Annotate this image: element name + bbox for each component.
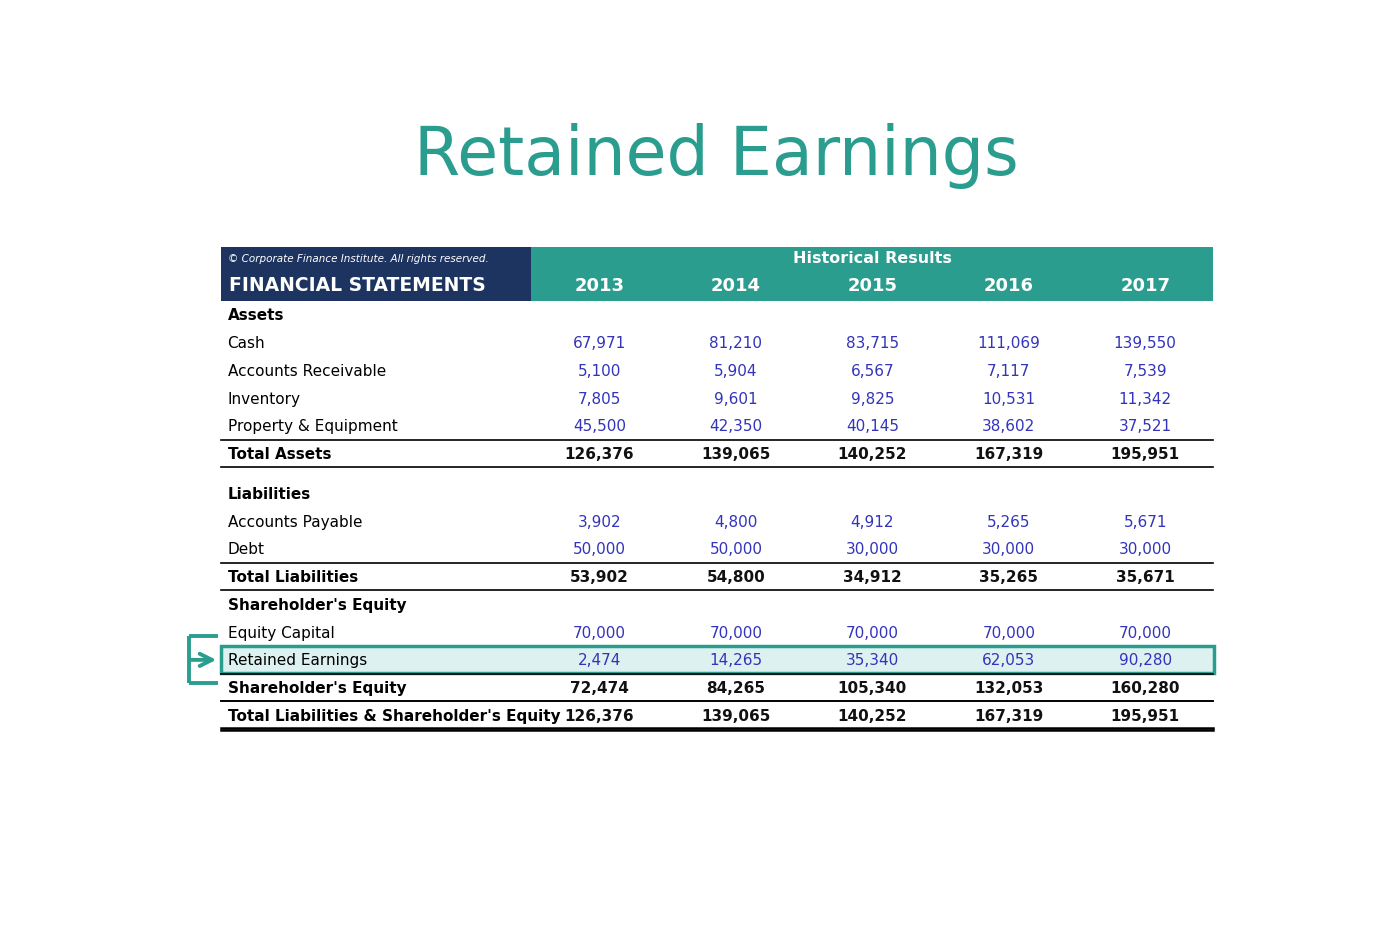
Text: 2016: 2016 — [983, 277, 1034, 295]
Text: 111,069: 111,069 — [978, 336, 1041, 351]
Text: 5,671: 5,671 — [1123, 514, 1167, 530]
Text: Cash: Cash — [228, 336, 266, 351]
Text: Total Assets: Total Assets — [228, 447, 332, 462]
Text: 3,902: 3,902 — [578, 514, 621, 530]
Text: 54,800: 54,800 — [706, 569, 765, 584]
Text: 5,100: 5,100 — [578, 363, 621, 379]
Bar — [221, 248, 532, 269]
Text: Historical Results: Historical Results — [793, 251, 951, 266]
Text: 9,601: 9,601 — [713, 391, 758, 406]
Text: 160,280: 160,280 — [1111, 681, 1179, 696]
Text: FINANCIAL STATEMENTS: FINANCIAL STATEMENTS — [229, 276, 485, 295]
Text: 50,000: 50,000 — [709, 542, 762, 557]
Text: 10,531: 10,531 — [982, 391, 1035, 406]
Bar — [532, 269, 1213, 302]
Text: 195,951: 195,951 — [1111, 447, 1179, 462]
Text: 11,342: 11,342 — [1119, 391, 1172, 406]
Text: 140,252: 140,252 — [838, 447, 907, 462]
Text: 14,265: 14,265 — [709, 652, 762, 667]
Text: Retained Earnings: Retained Earnings — [414, 123, 1018, 189]
Text: 83,715: 83,715 — [846, 336, 900, 351]
Text: 132,053: 132,053 — [974, 681, 1044, 696]
Text: 70,000: 70,000 — [846, 625, 900, 640]
Text: 35,340: 35,340 — [846, 652, 900, 667]
Text: 7,539: 7,539 — [1123, 363, 1167, 379]
Text: Equity Capital: Equity Capital — [228, 625, 334, 640]
Bar — [532, 248, 1213, 269]
Text: 139,065: 139,065 — [701, 447, 771, 462]
Text: 195,951: 195,951 — [1111, 708, 1179, 723]
Text: 81,210: 81,210 — [709, 336, 762, 351]
Text: 70,000: 70,000 — [574, 625, 627, 640]
Text: 2014: 2014 — [711, 277, 761, 295]
Text: 2017: 2017 — [1121, 277, 1170, 295]
Text: 4,912: 4,912 — [851, 514, 894, 530]
Text: 5,904: 5,904 — [715, 363, 758, 379]
Text: Accounts Payable: Accounts Payable — [228, 514, 362, 530]
Text: Accounts Receivable: Accounts Receivable — [228, 363, 386, 379]
Text: 30,000: 30,000 — [982, 542, 1035, 557]
Text: 70,000: 70,000 — [1119, 625, 1172, 640]
Text: Assets: Assets — [228, 308, 284, 323]
Text: 139,065: 139,065 — [701, 708, 771, 723]
Text: 35,265: 35,265 — [979, 569, 1038, 584]
Text: Debt: Debt — [228, 542, 264, 557]
Text: 30,000: 30,000 — [846, 542, 900, 557]
Text: Shareholder's Equity: Shareholder's Equity — [228, 598, 406, 613]
Text: 167,319: 167,319 — [974, 447, 1044, 462]
Text: 84,265: 84,265 — [706, 681, 765, 696]
Text: 40,145: 40,145 — [846, 419, 900, 434]
Text: 72,474: 72,474 — [571, 681, 630, 696]
Text: 70,000: 70,000 — [709, 625, 762, 640]
Text: Retained Earnings: Retained Earnings — [228, 652, 367, 667]
Text: 53,902: 53,902 — [571, 569, 630, 584]
Text: 126,376: 126,376 — [565, 708, 634, 723]
Text: Liabilities: Liabilities — [228, 486, 311, 501]
Text: Inventory: Inventory — [228, 391, 301, 406]
Text: 126,376: 126,376 — [565, 447, 634, 462]
Text: Total Liabilities & Shareholder's Equity: Total Liabilities & Shareholder's Equity — [228, 708, 560, 723]
Text: 2015: 2015 — [848, 277, 897, 295]
Text: 67,971: 67,971 — [574, 336, 627, 351]
Text: 50,000: 50,000 — [574, 542, 627, 557]
FancyBboxPatch shape — [221, 647, 1214, 673]
Text: 45,500: 45,500 — [574, 419, 627, 434]
Bar — [221, 269, 532, 302]
Text: 62,053: 62,053 — [982, 652, 1035, 667]
Text: © Corporate Finance Institute. All rights reserved.: © Corporate Finance Institute. All right… — [228, 254, 488, 263]
Text: 2013: 2013 — [575, 277, 624, 295]
Text: 5,265: 5,265 — [988, 514, 1031, 530]
Text: 2,474: 2,474 — [578, 652, 621, 667]
Text: 9,825: 9,825 — [851, 391, 894, 406]
Text: 4,800: 4,800 — [715, 514, 758, 530]
Text: 7,117: 7,117 — [988, 363, 1031, 379]
Text: 35,671: 35,671 — [1116, 569, 1175, 584]
Text: 34,912: 34,912 — [844, 569, 902, 584]
Text: 139,550: 139,550 — [1114, 336, 1177, 351]
Text: 7,805: 7,805 — [578, 391, 621, 406]
Text: 37,521: 37,521 — [1119, 419, 1172, 434]
Text: Property & Equipment: Property & Equipment — [228, 419, 397, 434]
Text: 140,252: 140,252 — [838, 708, 907, 723]
Text: Total Liabilities: Total Liabilities — [228, 569, 358, 584]
Text: 42,350: 42,350 — [709, 419, 762, 434]
Text: 105,340: 105,340 — [838, 681, 907, 696]
Text: 6,567: 6,567 — [851, 363, 894, 379]
Text: Shareholder's Equity: Shareholder's Equity — [228, 681, 406, 696]
Text: 38,602: 38,602 — [982, 419, 1035, 434]
Text: 167,319: 167,319 — [974, 708, 1044, 723]
Text: 90,280: 90,280 — [1119, 652, 1172, 667]
Text: 30,000: 30,000 — [1119, 542, 1172, 557]
Text: 70,000: 70,000 — [982, 625, 1035, 640]
